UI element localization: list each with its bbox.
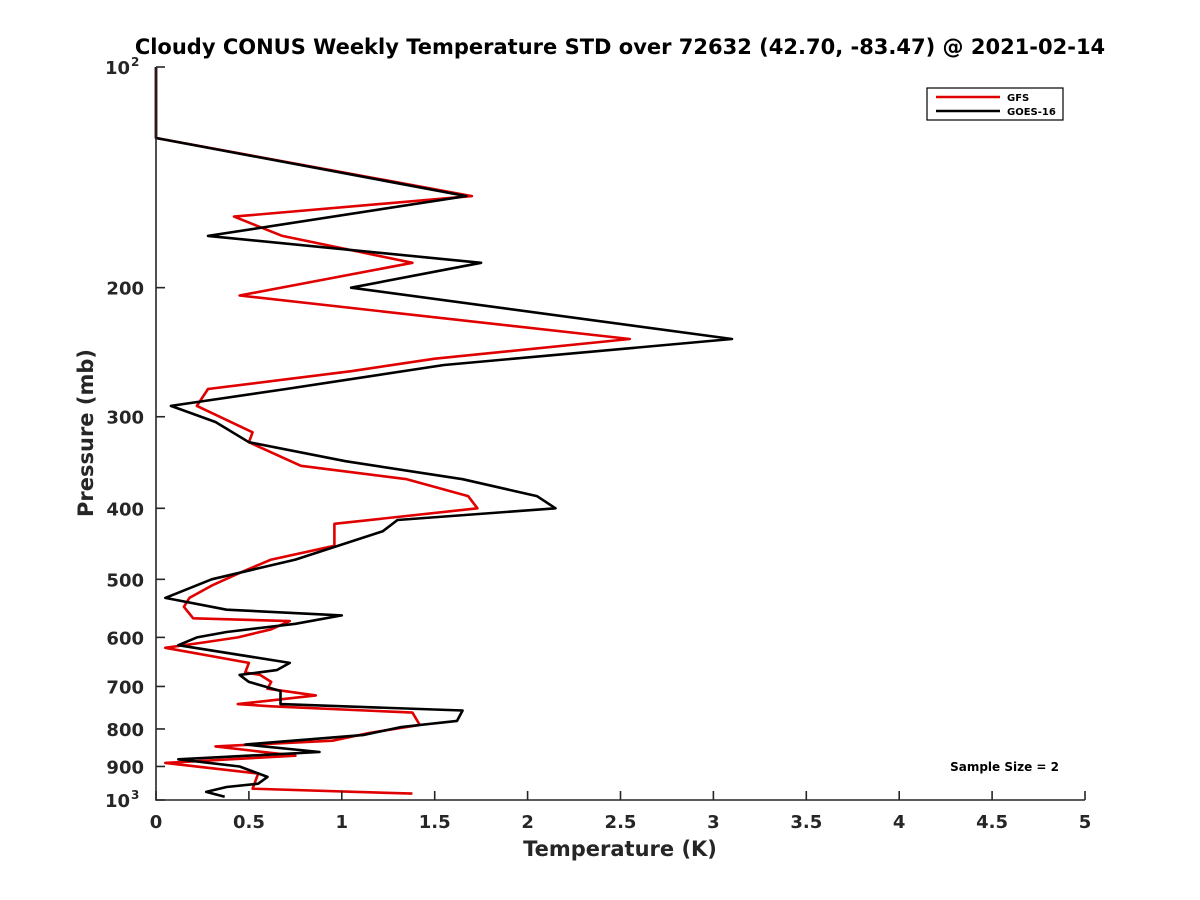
x-tick-label: 4 <box>893 812 906 833</box>
y-tick-label: 900 <box>106 757 144 778</box>
x-tick-label: 5 <box>1079 812 1092 833</box>
legend-box <box>926 87 1064 121</box>
y-tick-label: 200 <box>106 279 144 300</box>
chart-title: Cloudy CONUS Weekly Temperature STD over… <box>135 35 1105 59</box>
plot-lines <box>154 67 734 799</box>
y-tick-label: 10 <box>105 791 130 812</box>
legend-label: GFS <box>1007 93 1029 104</box>
series-line-goes-16 <box>154 67 734 799</box>
x-axis-label: Temperature (K) <box>523 837 717 861</box>
axis-frame <box>155 67 1085 801</box>
x-tick-label: 2 <box>521 812 534 833</box>
x-tick-label: 1 <box>336 812 349 833</box>
y-tick-exponent: 3 <box>131 788 139 802</box>
x-tick-label: 0.5 <box>233 812 265 833</box>
x-tick-label: 3.5 <box>790 812 822 833</box>
x-tick-label: 1.5 <box>419 812 451 833</box>
y-tick-label: 500 <box>106 570 144 591</box>
y-tick-label: 300 <box>106 408 144 429</box>
y-tick-label: 600 <box>106 628 144 649</box>
legend-label: GOES-16 <box>1007 107 1056 118</box>
y-tick-exponent: 2 <box>131 55 139 69</box>
x-tick-label: 4.5 <box>976 812 1008 833</box>
x-tick-label: 2.5 <box>605 812 637 833</box>
y-tick-label: 700 <box>106 677 144 698</box>
legend: GFS GOES-16 <box>926 87 1064 121</box>
x-tick-label: 0 <box>150 812 163 833</box>
sample-size-annotation: Sample Size = 2 <box>950 760 1059 774</box>
y-axis-label: Pressure (mb) <box>74 349 98 517</box>
y-tick-label: 400 <box>106 499 144 520</box>
x-ticks: 0 0.5 1 1.5 2 2.5 3 3.5 4 4.5 5 <box>150 791 1092 833</box>
y-tick-label: 10 <box>105 58 130 79</box>
y-tick-label: 800 <box>106 720 144 741</box>
x-tick-label: 3 <box>707 812 720 833</box>
